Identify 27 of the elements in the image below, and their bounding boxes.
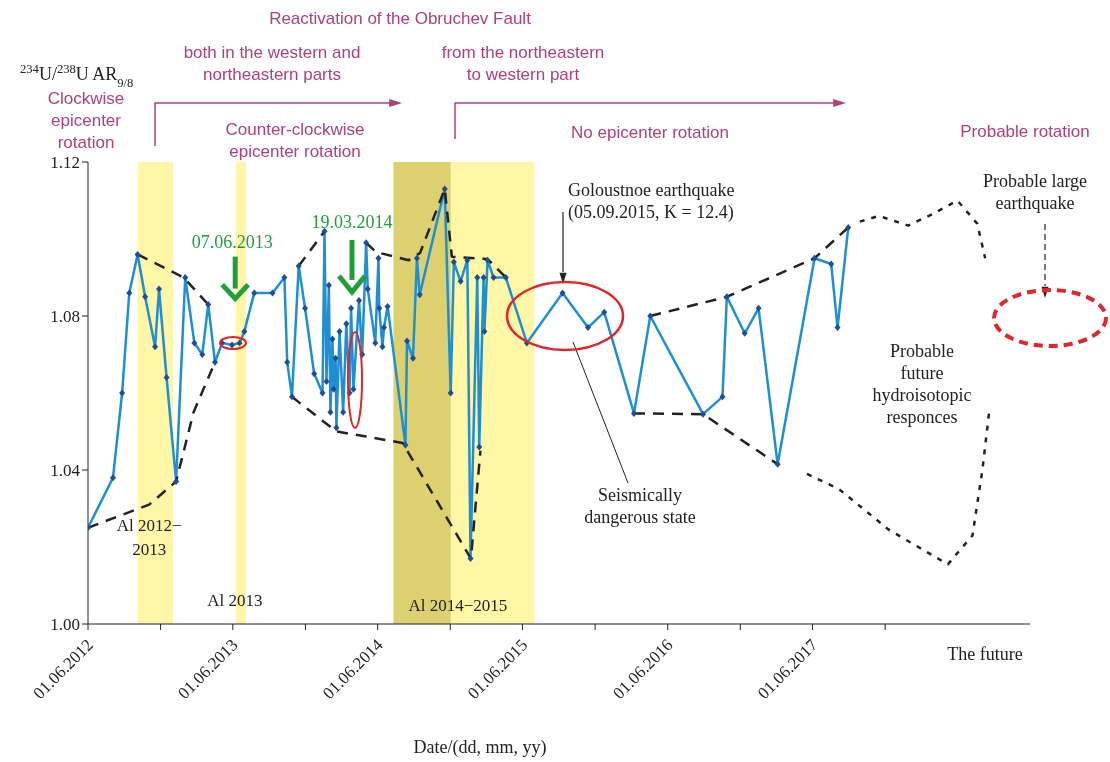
- chart-title: Reactivation of the Obruchev Fault: [269, 9, 532, 28]
- y-axis-title: $^{234}$U/$^{238}$U AR$_{9/8}$: [20, 62, 134, 90]
- annotation: Seismically dangerous state: [584, 485, 696, 527]
- text: Clockwise epicenter rotation: [47, 89, 125, 152]
- band-label: Al 2012− 2013: [116, 516, 182, 559]
- text: Counter-clockwise epicenter rotation: [225, 120, 365, 161]
- annotation: 07.06.2013: [191, 231, 273, 252]
- line-series: [858, 199, 987, 260]
- y-tick-label: 1.00: [50, 615, 80, 635]
- text: The future: [947, 644, 1023, 664]
- text: Probable rotation: [960, 122, 1090, 141]
- annotation: Probable future hydroisotopic responces: [872, 341, 972, 427]
- text: No epicenter rotation: [571, 123, 729, 142]
- line-series: [805, 411, 991, 566]
- annotation: Probable large earthquake: [982, 171, 1088, 213]
- text: from the northeastern to western part: [441, 43, 605, 84]
- band-label: Al 2013: [207, 591, 263, 610]
- line-series: [649, 226, 850, 318]
- band-label: Al 2014−2015: [408, 596, 508, 615]
- annotation: 19.03.2014: [311, 212, 393, 232]
- y-tick-label: 1.08: [50, 307, 80, 327]
- line-series: [290, 395, 482, 560]
- y-tick-label: 1.12: [50, 153, 80, 173]
- y-tick-label: 1.04: [50, 461, 81, 481]
- text: both in the western and northeastern parts: [183, 43, 361, 84]
- x-axis-title: Date/(dd, mm, yy): [413, 737, 547, 758]
- annotation: Goloustnoe earthquake (05.09.2015, K = 12.4): [568, 180, 735, 223]
